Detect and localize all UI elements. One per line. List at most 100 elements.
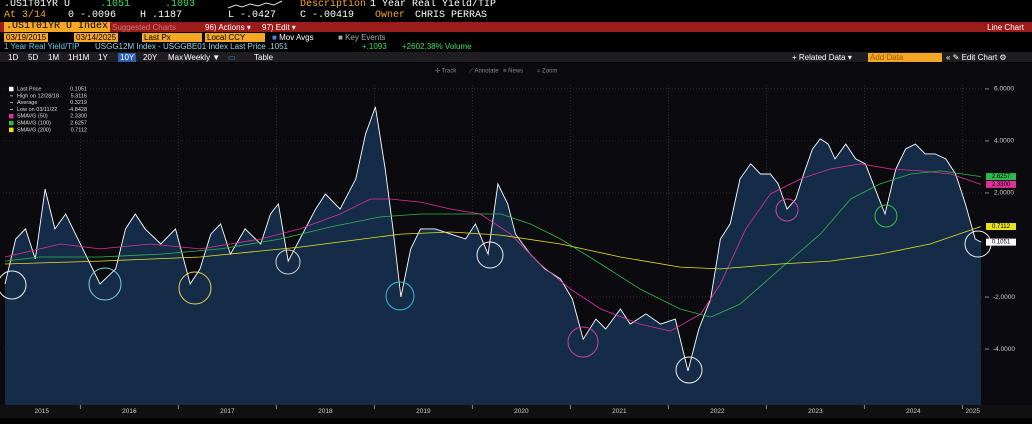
currency-select[interactable]: Local CCY (205, 33, 265, 42)
range-button[interactable]: 5D (28, 53, 39, 62)
x-tick-label: 2017 (220, 408, 235, 415)
x-tick-label: 2024 (906, 408, 921, 415)
price-alt: .1093 (165, 0, 196, 10)
value-tag-label: 2.3300 (992, 182, 1011, 188)
close: C -.00419 (300, 10, 355, 21)
chart-icon[interactable]: ▭ (228, 53, 236, 62)
area-fill (5, 106, 981, 406)
range-button[interactable]: 1Y (98, 53, 108, 62)
menu-bar (0, 22, 1032, 32)
mov-avgs-label: Mov Avgs (279, 33, 314, 42)
chart-tool: ⟋ Annotate (469, 68, 499, 75)
description-label: Description (300, 0, 367, 10)
x-tick-label: 2023 (808, 408, 823, 415)
key-events[interactable]: ■ Key Events (338, 33, 386, 42)
start-date[interactable]: 03/19/2015 (4, 33, 49, 42)
circle-annotation (775, 198, 799, 222)
legend-stat: Low on 03/11/22 (17, 107, 57, 113)
circle-annotation (476, 241, 504, 269)
legend-entry: SMAVG (200) (17, 127, 51, 133)
value-tag-label: 2.6257 (992, 174, 1011, 180)
chart-type: Line Chart (987, 23, 1024, 32)
range-button[interactable]: Max (168, 53, 184, 62)
legend-entry-value: 0.1051 (70, 86, 87, 92)
field-select[interactable]: Last Px (142, 33, 202, 42)
value-tag (986, 180, 1016, 188)
owner: CHRIS PERRAS (415, 10, 488, 21)
legend-entry-value: 2.3300 (70, 114, 87, 120)
x-tick-label: 2018 (318, 408, 333, 415)
legend-swatch (9, 86, 14, 92)
frequency[interactable]: Weekly ▼ (184, 53, 221, 62)
circle-annotation (0, 270, 27, 300)
range-button[interactable]: 1H1M (68, 53, 90, 62)
toolbar (0, 52, 1032, 62)
circle-annotation (964, 230, 992, 258)
value-tag-label: 0.7112 (992, 224, 1011, 230)
key-events-label: Key Events (345, 33, 386, 42)
series-name: 1 Year Real Yield/TIP (4, 42, 80, 51)
legend-entry: SMAVG (100) (17, 120, 51, 126)
owner-label: Owner (375, 10, 406, 21)
y-tick-label: 6.0000 (994, 86, 1014, 93)
ticker: .US1T01YR U (4, 0, 71, 10)
legend-stat-value: -4.8428 (68, 107, 87, 113)
sparkline (227, 0, 283, 9)
legend-entry-value: 2.6257 (70, 120, 87, 126)
security[interactable]: .US1T01YR U Index (4, 21, 111, 32)
add-data[interactable]: Add Data (868, 53, 942, 62)
suggested-charts[interactable]: Suggested Charts (112, 23, 177, 32)
x-tick-label: 2021 (612, 408, 627, 415)
circle-annotation (178, 271, 212, 305)
legend-stat-value: 0.3219 (70, 100, 87, 106)
y-tick-label: 4.0000 (994, 138, 1014, 145)
legend-stat: High on 12/28/18 (17, 93, 59, 99)
table-button[interactable]: Table (254, 53, 274, 62)
edit-menu[interactable]: 97) Edit ▾ (262, 23, 296, 32)
chart-tool: ≡ News (503, 69, 523, 75)
range-button[interactable]: 1M (48, 53, 60, 62)
series-line (4, 170, 982, 318)
series-line (4, 163, 982, 332)
y-tick-label: -4.0000 (993, 346, 1015, 353)
series-line (4, 106, 982, 372)
legend-swatch (9, 120, 14, 126)
range-button[interactable]: 10Y (118, 53, 137, 62)
open: 0 -.0096 (68, 10, 117, 21)
circle-annotation (385, 281, 415, 311)
legend-entry: Last Price (17, 86, 41, 92)
description: 1 Year Real Yield/TIP (370, 0, 497, 10)
range-button[interactable]: 20Y (143, 53, 158, 62)
legend-swatch (9, 127, 14, 133)
mov-avgs[interactable]: ■ Mov Avgs (272, 33, 314, 42)
formula: USGG12M Index - USGGBE01 Index Last Pric… (95, 42, 288, 51)
value-tag (986, 223, 1016, 231)
circle-annotation (567, 326, 599, 358)
legend-entry: SMAVG (50) (17, 114, 48, 120)
circle-annotation (675, 356, 703, 384)
legend-entry-value: 0.7112 (71, 127, 87, 133)
checkbox[interactable]: ■ (272, 33, 277, 42)
circle-annotation (88, 267, 122, 301)
related-data[interactable]: + Related Data ▾ (792, 53, 852, 62)
actions-menu[interactable]: 96) Actions ▾ (205, 23, 251, 32)
y-tick-label: 2.0000 (994, 190, 1014, 197)
x-tick-label: 2016 (122, 408, 137, 415)
as-of: At 3/14 (4, 10, 47, 21)
x-axis-strip (0, 405, 1032, 418)
legend-swatch (9, 114, 14, 119)
end-date[interactable]: 03/14/2025 (74, 33, 119, 42)
range-button[interactable]: 1D (8, 53, 19, 62)
checkbox[interactable]: ■ (338, 33, 343, 42)
legend-stat-value: 5.3116 (71, 93, 87, 99)
chart-tool: ✢ Track (435, 68, 457, 75)
circle-annotation (874, 204, 898, 228)
edit-chart[interactable]: « ✎ Edit Chart ⚙ (946, 53, 1007, 62)
value-tag-label: 0.1051 (992, 240, 1011, 246)
last-price: .1051 (100, 0, 131, 10)
series-line (4, 226, 982, 270)
high: H .1187 (140, 10, 183, 21)
